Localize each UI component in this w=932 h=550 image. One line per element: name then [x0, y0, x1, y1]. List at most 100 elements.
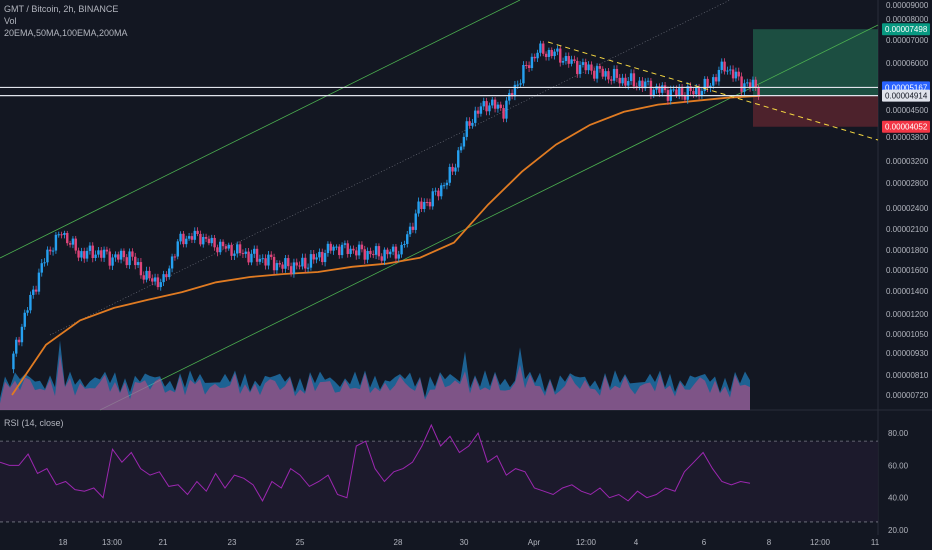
candle-body-242	[697, 87, 701, 96]
candle-body-53	[162, 274, 165, 283]
candle-body-151	[440, 185, 443, 197]
candle-body-96	[284, 258, 287, 269]
rsi-band-fill	[0, 441, 878, 522]
candle-body-145	[423, 201, 426, 209]
stop-zone	[753, 95, 878, 127]
candle-body-69	[207, 238, 211, 244]
candle-body-255	[734, 71, 738, 79]
time-tick-label-7: Apr	[528, 538, 541, 547]
candle-body-134	[391, 246, 395, 252]
candle-body-164	[476, 110, 480, 114]
candle-body-234	[675, 89, 678, 96]
descending-trendline	[547, 41, 879, 141]
candle-body-102	[301, 257, 304, 267]
candle-body-186	[539, 43, 542, 53]
candle-body-111	[326, 243, 330, 254]
candle-body-261	[751, 79, 755, 88]
candle-body-95	[281, 264, 284, 269]
price-tick-label-16: 0.00000810	[886, 371, 929, 380]
candle-body-30	[97, 250, 100, 255]
candle-body-52	[159, 282, 162, 288]
candle-body-179	[519, 83, 522, 85]
candle-body-158	[459, 146, 463, 151]
candle-body-259	[746, 82, 749, 84]
price-tick-label-9: 0.00002100	[886, 225, 929, 234]
candle-body-133	[389, 251, 392, 255]
candle-body-27	[88, 245, 92, 251]
time-tick-label-0: 18	[59, 538, 68, 547]
candle-body-45	[139, 262, 143, 276]
candle-body-49	[151, 278, 154, 282]
candle-body-33	[105, 249, 109, 252]
rsi-line	[0, 423, 751, 502]
candle-body-74	[221, 241, 225, 247]
candle-body-8	[34, 289, 38, 292]
candle-body-65	[196, 230, 199, 234]
candle-body-4	[23, 312, 26, 327]
candle-body-85	[253, 248, 256, 254]
candle-body-92	[272, 256, 276, 271]
candle-body-262	[754, 79, 757, 88]
price-tick-label-3: 0.00006000	[886, 59, 929, 68]
candle-body-185	[536, 52, 539, 59]
candle-body-40	[125, 257, 128, 266]
candle-body-166	[482, 101, 485, 107]
candle-body-114	[335, 246, 338, 248]
candle-body-15	[54, 234, 58, 251]
time-tick-label-5: 28	[394, 538, 403, 547]
candle-body-203	[587, 64, 590, 71]
price-tick-label-7: 0.00002800	[886, 179, 929, 188]
channel-upper-line	[0, 0, 521, 259]
candle-body-25	[83, 251, 86, 259]
candle-body-155	[451, 166, 454, 172]
candle-body-249	[717, 69, 721, 82]
candle-body-207	[598, 66, 602, 69]
candle-body-206	[595, 66, 599, 79]
price-tick-label-10: 0.00001800	[886, 246, 929, 255]
candle-body-198	[573, 59, 576, 62]
candle-body-171	[496, 104, 500, 109]
candle-body-218	[629, 73, 633, 82]
candle-body-163	[474, 110, 477, 123]
candle-body-135	[394, 246, 398, 259]
candle-body-223	[644, 81, 647, 89]
candle-body-42	[131, 251, 134, 257]
candle-body-142	[414, 213, 417, 230]
price-tick-label-2: 0.00007000	[886, 36, 929, 45]
candle-body-29	[94, 254, 97, 259]
candle-body-212	[612, 68, 616, 81]
time-tick-label-8: 12:00	[576, 538, 597, 547]
candle-body-214	[618, 77, 621, 84]
price-tick-label-1: 0.00008000	[886, 15, 929, 24]
candle-body-84	[250, 253, 253, 263]
candle-body-224	[646, 80, 650, 82]
candle-body-150	[437, 190, 440, 197]
candle-body-116	[340, 244, 344, 256]
candle-body-244	[703, 78, 706, 91]
candle-body-241	[695, 87, 698, 95]
candle-body-199	[576, 61, 579, 74]
candle-body-239	[689, 86, 692, 92]
price-badge-text-level: 0.00004914	[885, 92, 928, 101]
candle-body-28	[91, 245, 94, 259]
candle-body-210	[607, 71, 610, 80]
candle-body-192	[556, 48, 559, 52]
candle-body-144	[420, 201, 423, 209]
candle-body-99	[292, 262, 296, 274]
candle-body-188	[544, 53, 548, 57]
candle-body-205	[593, 70, 596, 79]
candle-body-128	[374, 246, 378, 255]
candle-body-131	[383, 249, 386, 261]
time-tick-label-1: 13:00	[102, 538, 123, 547]
candle-body-41	[128, 251, 131, 266]
candle-body-165	[479, 106, 483, 114]
candle-body-54	[165, 274, 168, 278]
candle-body-62	[187, 236, 191, 239]
candle-body-76	[227, 244, 230, 249]
candle-body-115	[338, 246, 341, 256]
candle-body-1	[15, 339, 18, 354]
candle-body-126	[369, 250, 372, 255]
candle-body-124	[363, 249, 366, 260]
candle-body-43	[134, 256, 137, 266]
